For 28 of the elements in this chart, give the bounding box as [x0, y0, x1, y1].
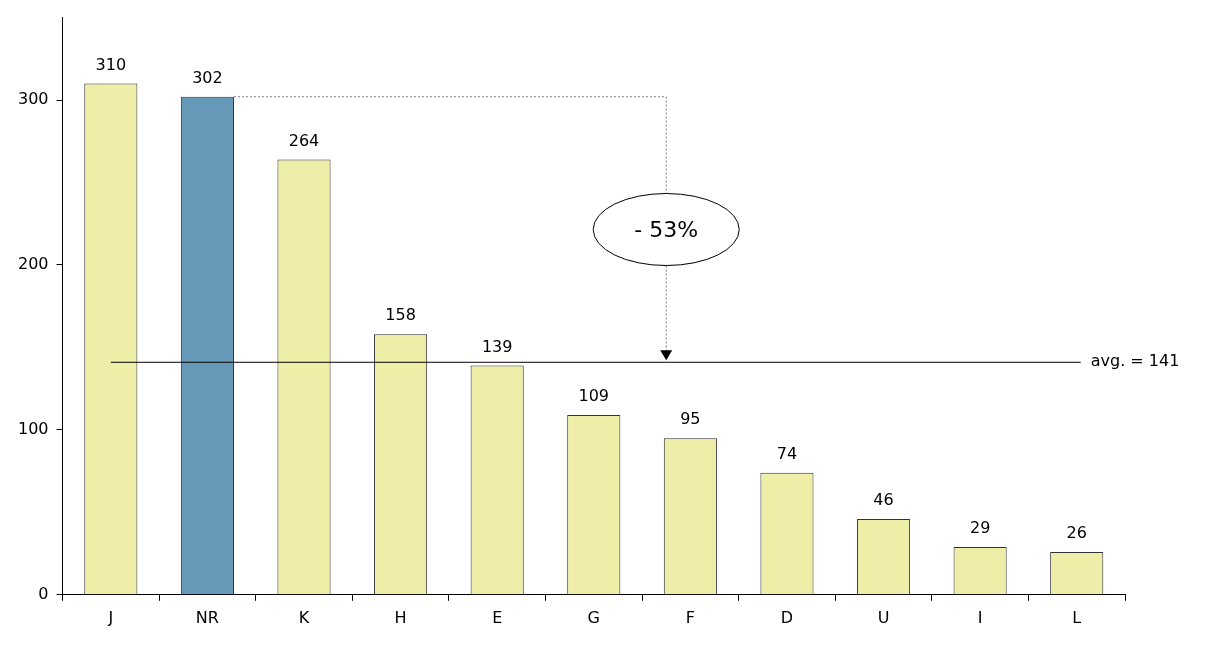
x-tick-label: K — [298, 607, 310, 627]
x-tick-label: D — [780, 607, 794, 627]
data-label: 264 — [288, 130, 320, 150]
x-tick-label: U — [877, 607, 890, 627]
x-tick-label: I — [977, 607, 983, 627]
data-label: 139 — [481, 336, 513, 356]
data-label: 26 — [1066, 523, 1087, 543]
data-label: 310 — [95, 54, 127, 74]
x-tick-label: F — [685, 607, 695, 627]
y-tick-label: 100 — [17, 419, 49, 439]
ref-line-label: avg. = 141 — [1090, 351, 1180, 371]
y-tick-label: 300 — [17, 89, 49, 109]
data-label: 302 — [192, 67, 223, 87]
x-tick-label: J — [107, 607, 114, 627]
data-label: 74 — [776, 443, 798, 463]
x-tick-label: E — [492, 607, 503, 627]
data-label: 29 — [969, 518, 991, 538]
data-label: 46 — [873, 490, 894, 510]
data-label: 158 — [385, 305, 416, 325]
y-tick-label: 200 — [17, 254, 49, 274]
data-label: 109 — [578, 386, 610, 406]
data-label: 95 — [680, 409, 701, 429]
x-tick-label: G — [587, 607, 600, 627]
x-tick-label: L — [1072, 607, 1082, 627]
x-tick-label: H — [394, 607, 407, 627]
y-tick-label: 0 — [38, 583, 49, 603]
annotation: - 53% — [634, 217, 699, 243]
x-tick-label: NR — [195, 607, 219, 627]
